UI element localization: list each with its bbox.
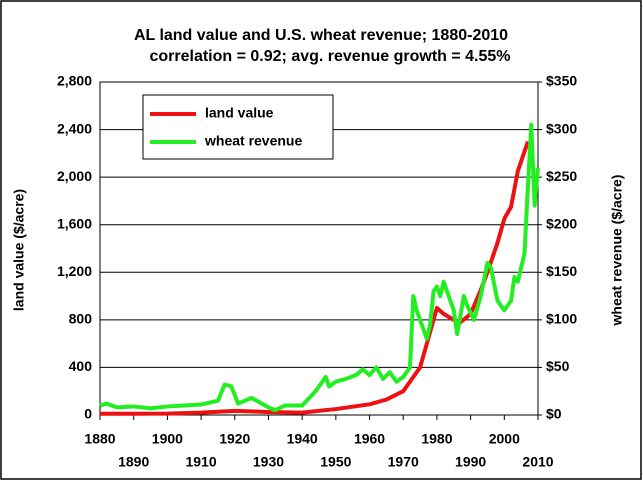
x-tick-label: 1880 (84, 431, 115, 447)
y-tick-label: 400 (69, 358, 93, 374)
x-tick-label: 1960 (354, 431, 385, 447)
legend-label: wheat revenue (204, 133, 302, 149)
y2-tick-label: $350 (546, 73, 577, 89)
legend-label: land value (205, 105, 274, 121)
x-tick-label: 2000 (489, 431, 520, 447)
y-axis-label: land value ($/acre) (11, 189, 27, 311)
y-tick-label: 2,000 (57, 168, 92, 184)
y-tick-label: 2,400 (57, 120, 92, 136)
y-tick-label: 2,800 (57, 73, 92, 89)
x-tick-label: 1970 (388, 454, 419, 470)
x-tick-label: 1890 (118, 454, 149, 470)
y2-tick-label: $300 (546, 120, 577, 136)
y2-tick-label: $0 (546, 406, 562, 422)
data-line (99, 122, 540, 413)
plot-border (99, 81, 539, 416)
chart-subtitle: correlation = 0.92; avg. revenue growth … (149, 48, 510, 65)
x-tick-label: 1910 (185, 454, 216, 470)
y-tick-label: 1,600 (57, 215, 92, 231)
x-tick-label: 1950 (320, 454, 351, 470)
y2-tick-label: $100 (546, 311, 577, 327)
x-tick-label: 1940 (287, 431, 318, 447)
chart-title: AL land value and U.S. wheat revenue; 18… (134, 27, 508, 44)
y2-tick-label: $150 (546, 263, 577, 279)
x-tick-label: 1980 (421, 431, 452, 447)
y2-tick-label: $50 (546, 358, 570, 374)
y-tick-label: 1,200 (57, 263, 92, 279)
data-line (99, 140, 530, 416)
y-tick-label: 800 (69, 311, 93, 327)
y2-tick-label: $250 (546, 168, 577, 184)
y-tick-label: 0 (84, 406, 92, 422)
legend-box (142, 94, 334, 160)
y2-tick-label: $200 (546, 215, 577, 231)
x-tick-label: 2010 (522, 454, 553, 470)
x-tick-label: 1930 (253, 454, 284, 470)
x-tick-label: 1990 (455, 454, 486, 470)
x-tick-label: 1900 (152, 431, 183, 447)
y2-axis-label: wheat revenue ($/acre) (609, 175, 625, 327)
x-tick-label: 1920 (219, 431, 250, 447)
